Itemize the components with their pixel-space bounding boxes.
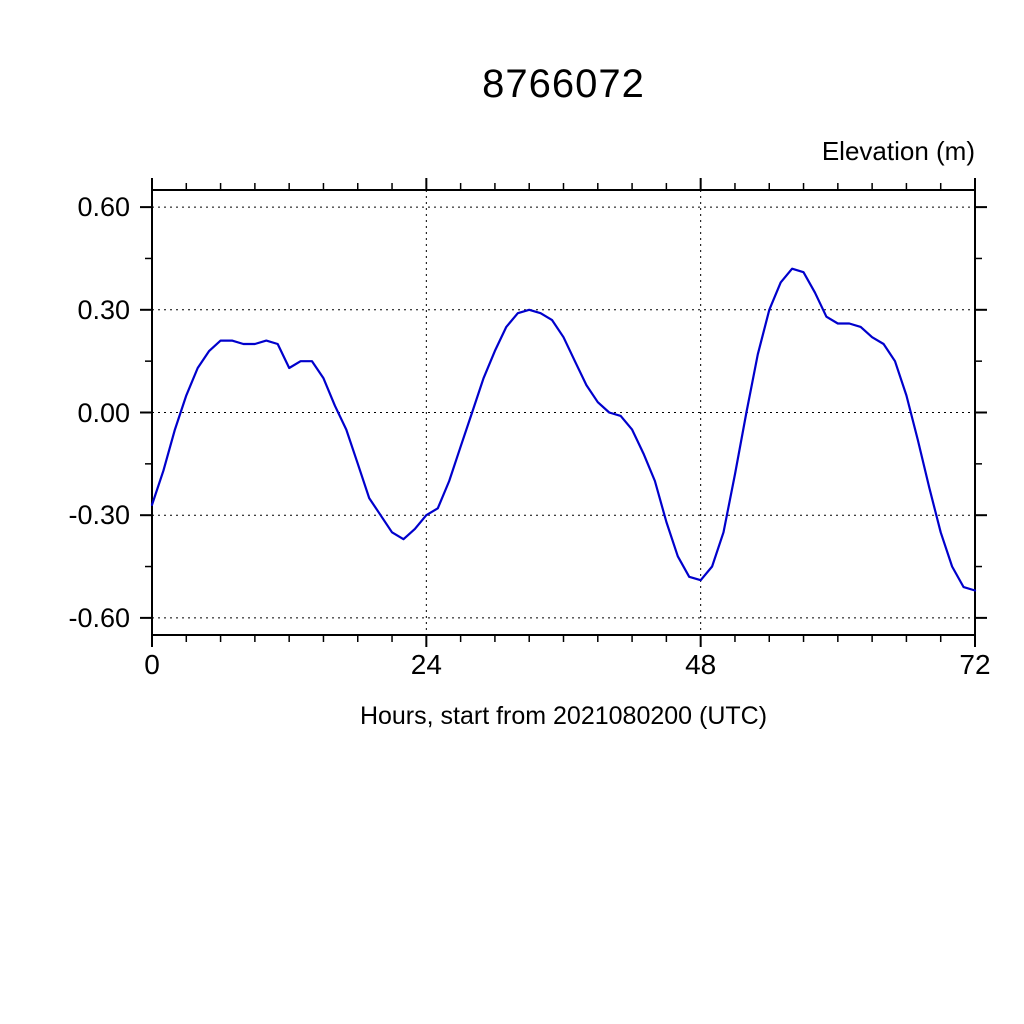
chart-title: 8766072	[482, 62, 645, 106]
x-tick-label: 72	[959, 649, 991, 680]
x-tick-label: 24	[410, 649, 442, 680]
y-tick-label: 0.30	[77, 294, 130, 325]
x-tick-label: 48	[685, 649, 717, 680]
y-tick-label: 0.00	[77, 397, 130, 428]
x-tick-label: 0	[144, 649, 160, 680]
y-axis-label: Elevation (m)	[821, 136, 975, 166]
x-axis-label: Hours, start from 2021080200 (UTC)	[359, 702, 768, 730]
elevation-line	[150, 267, 977, 592]
plot-frame	[151, 189, 976, 636]
y-tick-label: -0.30	[68, 500, 130, 531]
y-tick-label: -0.60	[68, 602, 130, 633]
y-tick-label: 0.60	[77, 192, 130, 223]
